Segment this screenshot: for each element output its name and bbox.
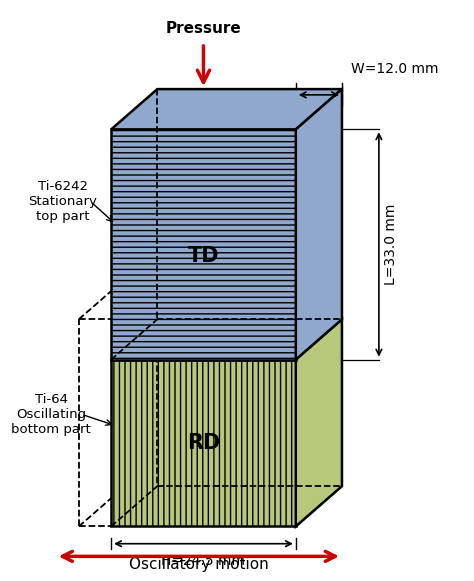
Text: Pressure: Pressure [165, 21, 241, 36]
Text: Oscillatory motion: Oscillatory motion [129, 557, 269, 572]
Text: L=33.0 mm: L=33.0 mm [383, 204, 398, 285]
Polygon shape [296, 89, 342, 360]
Text: RD: RD [187, 433, 220, 453]
Text: H=24.5 mm: H=24.5 mm [162, 554, 246, 568]
Text: Ti-64
Oscillating
bottom part: Ti-64 Oscillating bottom part [11, 393, 91, 436]
Text: W=12.0 mm: W=12.0 mm [351, 62, 439, 76]
Polygon shape [111, 360, 296, 526]
Polygon shape [111, 320, 342, 360]
Text: TD: TD [188, 246, 219, 266]
Polygon shape [111, 130, 296, 360]
Polygon shape [296, 320, 342, 526]
Text: Ti-6242
Stationary
top part: Ti-6242 Stationary top part [28, 180, 97, 223]
Polygon shape [111, 89, 342, 130]
